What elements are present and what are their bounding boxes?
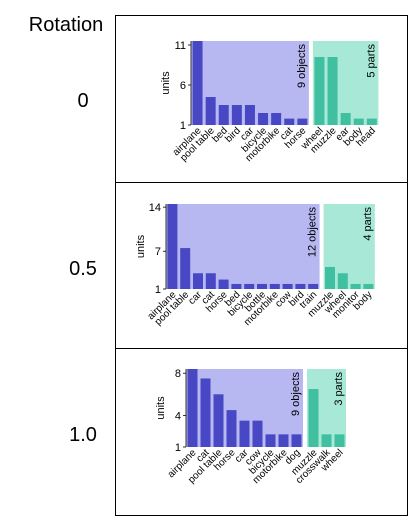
object-bar [295,283,306,289]
object-bar [252,420,263,447]
y-tick-label: 4 [175,410,181,422]
y-tick-label: 1 [155,284,161,296]
object-count-label: 12 objects [307,207,319,258]
y-axis-label: units [135,234,147,258]
y-axis-label: units [155,396,167,420]
part-count-label: 5 parts [365,44,377,78]
object-bar [258,113,269,125]
object-bar [187,369,198,447]
objects-background [166,204,320,289]
object-bar [271,113,282,125]
object-bar [231,105,242,125]
part-bar [308,389,319,447]
part-count-label: 4 parts [362,207,374,241]
part-bar [366,118,377,125]
chart-panel-rotation-0.5: 1 7 14 units airplane pool table car cat horse be… [115,182,408,349]
part-bar [337,273,348,289]
part-bar [334,434,345,447]
object-bar [218,279,229,289]
part-bar [321,434,332,447]
part-bar [350,283,361,289]
object-bar [265,434,276,447]
y-tick-label: 7 [155,246,161,258]
object-bar [297,118,308,125]
y-tick-label: 1 [175,442,181,454]
object-bar [282,283,293,289]
rotation-value-1: 0.5 [69,258,97,280]
rotation-value-2: 1.0 [69,424,97,446]
object-bar [244,105,255,125]
object-count-label: 9 objects [290,372,302,417]
object-bar [180,248,191,289]
object-bar [205,97,216,125]
rotation-value-0: 0 [77,90,89,112]
object-bar [278,434,289,447]
part-bar [314,57,325,125]
object-bar [284,118,295,125]
object-count-label: 9 objects [296,44,308,89]
object-bar [244,283,255,289]
object-bar [308,283,319,289]
y-axis-label: units [160,71,172,95]
object-bar [239,420,250,447]
part-bar [340,113,351,125]
object-bar [205,273,216,289]
y-tick-label: 6 [180,80,186,92]
object-bar [167,204,178,289]
part-bar [325,266,335,289]
object-bar [213,394,224,447]
object-bar [291,434,302,447]
y-tick-label: 11 [175,40,186,52]
object-bar [257,283,267,289]
y-tick-label: 8 [175,368,181,380]
chart-panel-rotation-1.0: 1 4 8 units airplane cat pool table horse car cow… [115,348,408,516]
rotation-header: Rotation [28,14,104,36]
object-bar [192,41,203,125]
object-bar [193,273,203,289]
part-count-label: 3 parts [333,372,345,406]
object-bar [231,283,242,289]
chart-panel-rotation-0: 1 6 11 units airplane pool table bed bird car bic… [115,15,408,183]
y-tick-label: 1 [180,120,186,132]
part-bar [327,57,338,125]
part-bar [353,118,364,125]
object-bar [200,378,211,447]
y-tick-label: 14 [149,202,161,214]
object-bar [226,410,237,447]
object-bar [269,283,280,289]
object-bar [218,105,229,125]
part-bar [363,283,374,289]
